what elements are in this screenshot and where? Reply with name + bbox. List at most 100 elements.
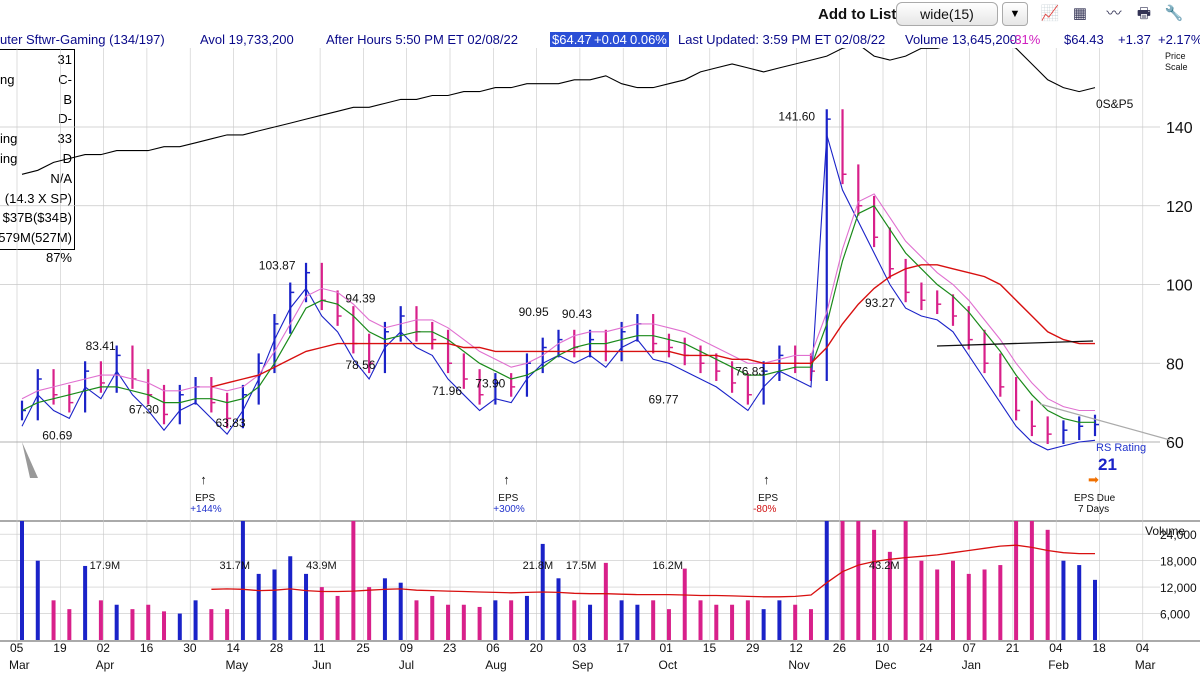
volume-bar [824, 521, 829, 640]
volume-bar [240, 521, 245, 640]
chart-frame [0, 48, 1200, 675]
price-tick-label: 140 [1166, 120, 1193, 137]
volume-bar [872, 529, 877, 640]
volume-peak-label: 43.2M [869, 560, 900, 572]
volume-bar [903, 521, 908, 640]
volume-bar [666, 609, 671, 640]
toolbar: Add to List: wide(15) ▼ 📈 ▦ 〰 🖶 🔧 [0, 0, 1200, 30]
volume-bar [556, 578, 561, 640]
volume-bar [1077, 565, 1082, 640]
volume-bar [682, 568, 687, 640]
price-high-low-label: 90.43 [562, 307, 592, 321]
volume-bar [588, 604, 593, 640]
eps-change: +300% [493, 504, 525, 515]
table-icon[interactable]: ▦ [1072, 5, 1088, 22]
price-tick-label: 100 [1166, 278, 1193, 295]
volume-bar [225, 609, 230, 640]
volume-bar [446, 604, 451, 640]
sp500-label: 0S&P5 [1096, 97, 1134, 111]
price-high-low-label: 78.56 [345, 358, 375, 372]
volume-bar [1029, 521, 1034, 640]
stat-label: ing [0, 150, 18, 166]
volume-bar [524, 595, 529, 640]
avg-volume: Avol 19,733,200 [200, 32, 294, 47]
date-tick-label: 16 [140, 641, 154, 655]
stat-row: ing 33 [0, 129, 74, 149]
volume-bar [793, 604, 798, 640]
month-tick-label: Mar [9, 658, 30, 672]
price-change: +1.37 [1118, 32, 1151, 47]
volume-today: Volume 13,645,200 [905, 32, 1018, 47]
month-tick-label: Feb [1048, 658, 1069, 672]
volume-ma-line [211, 544, 1095, 598]
tools-icon[interactable]: 🔧 [1164, 5, 1184, 22]
date-tick-label: 02 [97, 641, 111, 655]
date-tick-label: 28 [270, 641, 284, 655]
eps-label: EPS [498, 493, 518, 504]
price-tick-label: 80 [1166, 356, 1184, 373]
print-icon[interactable]: 🖶 [1136, 5, 1152, 22]
volume-peak-label: 31.7M [220, 560, 251, 572]
stat-value: 31 [57, 52, 72, 67]
stat-value: $37B($34B) [2, 210, 72, 226]
stat-value: 87% [45, 249, 72, 265]
month-tick-label: Mar [1135, 658, 1156, 672]
volume-bar [98, 600, 103, 640]
volume-bar [35, 560, 40, 640]
stock-chart[interactable]: 6080100120140PriceScale6,00012,00018,000… [0, 48, 1200, 675]
volume-bar [304, 573, 309, 640]
list-select[interactable]: wide(15) [896, 2, 998, 26]
eps-due-label: EPS Due [1074, 493, 1116, 504]
volume-bar [1014, 521, 1019, 640]
price-tick-label: 120 [1166, 199, 1193, 216]
last-price: $64.43 [1064, 32, 1104, 47]
price-high-low-label: 141.60 [778, 110, 815, 124]
info-bar: uter Sftwr-Gaming (134/197) Avol 19,733,… [0, 30, 1200, 48]
price-scale-label: Price [1165, 51, 1186, 61]
stat-row: B [0, 90, 74, 110]
stat-row: N/A [0, 169, 74, 189]
price-high-low-label: 60.69 [42, 428, 72, 442]
volume-peak-label: 17.9M [90, 560, 121, 572]
date-tick-label: 04 [1049, 641, 1063, 655]
sma50-line [211, 264, 1095, 388]
line-chart-icon[interactable]: 📈 [1040, 5, 1060, 22]
stat-row: D- [0, 109, 74, 129]
month-tick-label: Nov [788, 658, 809, 672]
eps-arrow-icon: ↑ [763, 472, 770, 487]
trend-line [1039, 403, 1171, 441]
volume-bar [840, 521, 845, 640]
volume-bar [603, 562, 608, 640]
volume-tick-label: 24,000 [1160, 528, 1197, 542]
price-high-low-label: 83.41 [86, 339, 116, 353]
ah-change: +0.04 [592, 32, 629, 47]
price-high-low-label: 103.87 [259, 258, 296, 272]
volume-bar [83, 565, 88, 640]
chevron-down-icon[interactable]: ▼ [1002, 2, 1028, 26]
date-tick-label: 29 [746, 641, 760, 655]
ah-price: $64.47 [550, 32, 594, 47]
date-tick-label: 04 [1136, 641, 1150, 655]
last-updated: Last Updated: 3:59 PM ET 02/08/22 [678, 32, 886, 47]
month-tick-label: Aug [485, 658, 506, 672]
volume-bar [1045, 529, 1050, 640]
price-high-low-label: 73.90 [475, 376, 505, 390]
volume-peak-label: 21.8M [523, 560, 554, 572]
stat-row: (14.3 X SP) [0, 189, 74, 209]
volume-bar [461, 604, 466, 640]
price-high-low-label: 63.83 [216, 416, 246, 430]
volume-bar [509, 600, 514, 640]
date-tick-label: 21 [1006, 641, 1020, 655]
alert-icon[interactable]: 〰 [1106, 5, 1122, 22]
volume-bar [477, 606, 482, 640]
volume-bar [619, 600, 624, 640]
volume-bar [698, 600, 703, 640]
date-tick-label: 07 [963, 641, 977, 655]
price-high-low-label: 94.39 [345, 292, 375, 306]
volume-bar [146, 604, 151, 640]
date-tick-label: 09 [400, 641, 414, 655]
date-tick-label: 20 [530, 641, 544, 655]
volume-bar [351, 521, 356, 640]
after-hours: After Hours 5:50 PM ET 02/08/22 [326, 32, 518, 47]
date-tick-label: 17 [616, 641, 630, 655]
